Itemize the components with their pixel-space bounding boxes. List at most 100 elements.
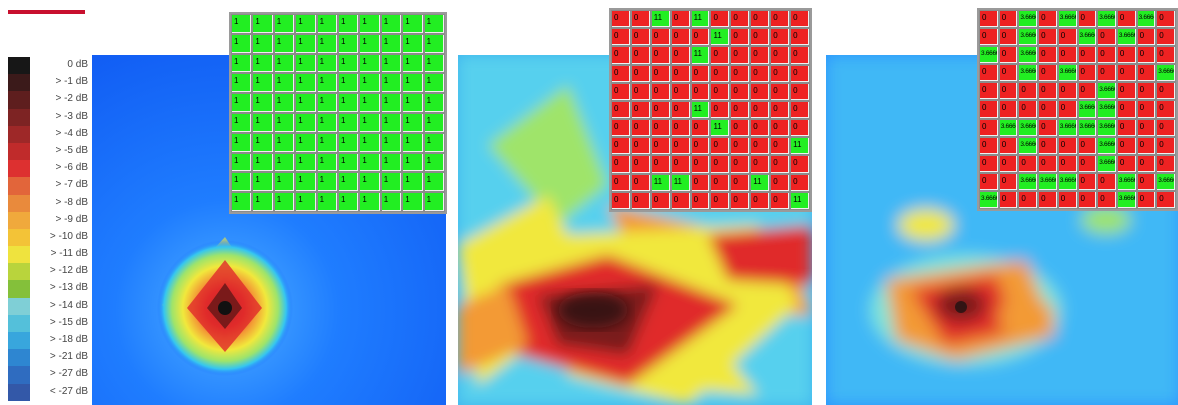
- grid-cell-off: 0: [651, 101, 670, 119]
- grid-cell-on: 1: [338, 193, 359, 211]
- grid-cell-off: 0: [1039, 155, 1057, 172]
- legend-row: > -14 dB: [8, 297, 92, 315]
- grid-cell-on: 3.6666: [999, 119, 1018, 136]
- grid-cell-off: 0: [1157, 137, 1175, 154]
- grid-cell-on: 1: [274, 94, 295, 112]
- grid-cell-on: 1: [381, 54, 402, 73]
- grid-cell-off: 0: [671, 65, 690, 82]
- grid-cell-off: 0: [631, 47, 650, 64]
- legend-label: > -4 dB: [55, 127, 88, 139]
- grid-cell-off: 0: [1157, 47, 1175, 64]
- grid-cell-off: 0: [1019, 191, 1038, 208]
- grid-cell-off: 0: [791, 101, 809, 119]
- grid-cell-on: 1: [403, 113, 423, 132]
- grid-cell-on: 11: [691, 11, 710, 28]
- grid-cell-off: 0: [631, 65, 650, 82]
- legend-row: > -10 dB: [8, 228, 92, 247]
- grid-cell-on: 1: [360, 173, 380, 192]
- legend-row: 0 dB: [8, 57, 92, 75]
- grid-cell-off: 0: [631, 120, 650, 137]
- grid-cell-on: 1: [360, 153, 380, 172]
- legend-swatch: [8, 142, 30, 161]
- grid-cell-off: 0: [771, 120, 790, 137]
- grid-cell-on: 1: [338, 113, 359, 132]
- grid-cell-on: 3.6666: [1098, 11, 1116, 28]
- grid-cell-off: 0: [980, 119, 998, 136]
- grid-cell-off: 0: [1157, 101, 1175, 118]
- legend-row: > -27 dB: [8, 366, 92, 384]
- grid-cell-on: 1: [424, 173, 444, 192]
- legend-row: > -1 dB: [8, 74, 92, 92]
- grid-cell-on: 3.6666: [1098, 155, 1116, 172]
- legend-label: > -15 dB: [49, 316, 88, 328]
- grid-cell-off: 0: [1137, 47, 1156, 64]
- grid-cell-on: 1: [403, 133, 423, 152]
- grid-cell-off: 0: [791, 29, 809, 46]
- grid-cell-off: 0: [651, 83, 670, 100]
- grid-cell-off: 0: [1019, 83, 1038, 100]
- grid-cell-on: 1: [232, 193, 252, 211]
- grid-cell-off: 0: [751, 192, 770, 209]
- grid-cell-off: 0: [612, 138, 630, 155]
- grid-cell-off: 0: [1137, 101, 1156, 118]
- grid-cell-on: 3.6666: [1039, 173, 1057, 190]
- grid-cell-on: 1: [424, 193, 444, 211]
- grid-cell-on: 1: [274, 113, 295, 132]
- grid-cell-off: 0: [711, 156, 730, 173]
- grid-cell-off: 0: [612, 120, 630, 137]
- grid-cell-off: 0: [612, 65, 630, 82]
- grid-cell-on: 1: [338, 153, 359, 172]
- grid-cell-on: 11: [651, 11, 670, 28]
- grid-cell-on: 1: [274, 193, 295, 211]
- grid-cell-off: 0: [1039, 119, 1057, 136]
- grid-cell-on: 1: [338, 34, 359, 53]
- grid-cell-on: 1: [424, 153, 444, 172]
- grid-cell-off: 0: [1117, 119, 1136, 136]
- legend-swatch: [8, 228, 30, 247]
- grid-cell-off: 0: [999, 65, 1018, 82]
- grid-cell-off: 0: [1058, 137, 1077, 154]
- grid-cell-on: 3.6666: [980, 47, 998, 64]
- grid-cell-off: 0: [691, 29, 710, 46]
- grid-cell-on: 1: [403, 74, 423, 93]
- grid-cell-off: 0: [731, 101, 750, 119]
- grid-cell-on: 3.6666: [1098, 101, 1116, 118]
- grid-cell-off: 0: [631, 29, 650, 46]
- grid-cell-off: 0: [1039, 65, 1057, 82]
- grid-cell-off: 0: [999, 83, 1018, 100]
- legend-label: > -1 dB: [55, 76, 88, 88]
- grid-cell-on: 1: [360, 34, 380, 53]
- grid-cell-off: 0: [1078, 65, 1097, 82]
- grid-cell-on: 1: [381, 193, 402, 211]
- grid-cell-on: 1: [274, 74, 295, 93]
- grid-cell-on: 3.6666: [1019, 173, 1038, 190]
- legend-swatch: [8, 349, 30, 367]
- grid-cell-on: 3.6666: [1078, 101, 1097, 118]
- legend-swatch: [8, 383, 30, 401]
- grid-cell-off: 0: [1117, 11, 1136, 28]
- grid-cell-off: 0: [1157, 155, 1175, 172]
- grid-cell-off: 0: [1157, 119, 1175, 136]
- grid-cell-on: 1: [360, 94, 380, 112]
- grid-cell-off: 0: [980, 11, 998, 28]
- grid-cell-on: 1: [338, 133, 359, 152]
- grid-cell-on: 1: [232, 54, 252, 73]
- grid-cell-on: 1: [360, 54, 380, 73]
- grid-cell-off: 0: [999, 29, 1018, 46]
- grid-cell-on: 3.6666: [1058, 65, 1077, 82]
- grid-cell-on: 1: [381, 74, 402, 93]
- grid-cell-on: 3.6666: [1157, 65, 1175, 82]
- grid-cell-off: 0: [980, 101, 998, 118]
- grid-cell-off: 0: [751, 138, 770, 155]
- legend-row: > -4 dB: [8, 125, 92, 143]
- grid-cell-off: 0: [1098, 47, 1116, 64]
- grid-cell-on: 1: [317, 74, 337, 93]
- grid-cell-off: 0: [751, 120, 770, 137]
- grid-cell-off: 0: [612, 47, 630, 64]
- grid-cell-off: 0: [1137, 65, 1156, 82]
- grid-cell-on: 1: [296, 34, 316, 53]
- grid-cell-on: 3.6666: [1058, 119, 1077, 136]
- grid-cell-off: 0: [1117, 83, 1136, 100]
- grid-cell-on: 1: [403, 94, 423, 112]
- grid-cell-off: 0: [691, 138, 710, 155]
